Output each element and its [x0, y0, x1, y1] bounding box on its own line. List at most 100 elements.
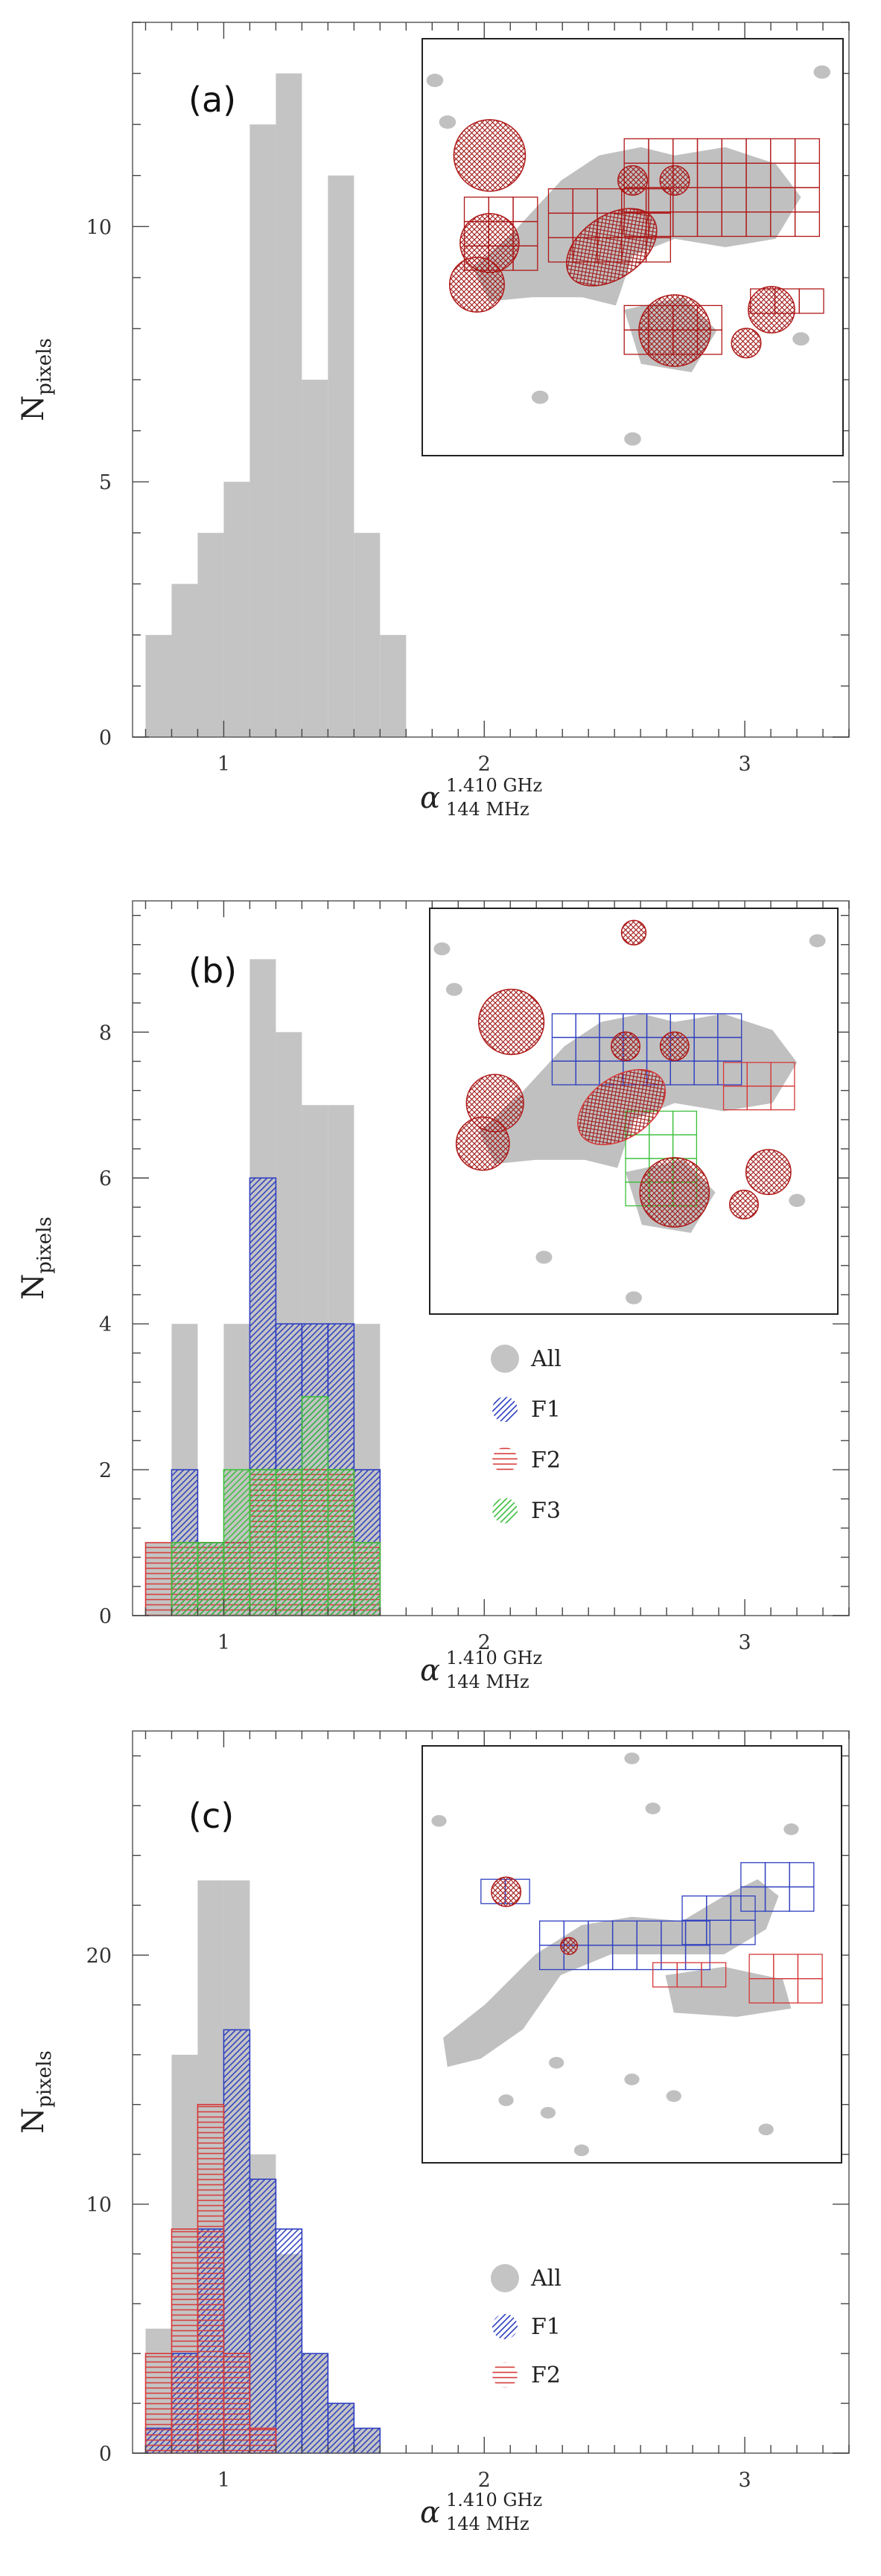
x-tick-label: 2 [478, 2469, 491, 2492]
y-tick-label: 2 [99, 1459, 112, 1482]
x-tick-label: 3 [738, 2469, 751, 2492]
bar-f2 [171, 2228, 199, 2454]
radio-emission-spot [439, 115, 457, 129]
bar-all [354, 532, 381, 737]
x-axis-title-sub: 144 MHz [446, 799, 529, 820]
region-circle [729, 1189, 759, 1220]
pixel-grid-box [701, 1962, 727, 1988]
x-axis-title-sub: 144 MHz [446, 2513, 529, 2534]
histogram-panel-a: 1 2 3 0 5 10 Npixels α 1.410 GHz 144 MHz (a) [16, 22, 850, 820]
x-axis-title: α [420, 781, 440, 815]
pixel-grid-box [789, 1886, 815, 1912]
y-tick-label: 0 [99, 727, 112, 750]
legend-label-all: All [530, 2266, 562, 2292]
region-circle [659, 165, 690, 196]
legend-label-f2: F2 [531, 2362, 561, 2388]
radio-emission-blob [443, 1879, 779, 2068]
radio-emission-spot [624, 432, 641, 446]
radio-emission-spot [626, 1291, 642, 1304]
region-circle [731, 328, 762, 359]
region-circle [620, 919, 647, 946]
region-circle [617, 165, 649, 196]
x-axis-title-sup: 1.410 GHz [446, 1648, 542, 1668]
pixel-grid-box [717, 1060, 742, 1085]
region-circle [639, 1157, 710, 1228]
legend-label-all: All [530, 1346, 562, 1372]
region-ellipse [565, 208, 658, 287]
legend-swatch-f1 [492, 2314, 518, 2339]
bar-all [223, 482, 250, 737]
bar-f3 [171, 1542, 199, 1616]
bar-all [171, 584, 198, 737]
y-axis-title: Npixels [16, 338, 56, 421]
bar-f1 [249, 2178, 277, 2454]
radio-emission-spot [624, 1752, 640, 1764]
pixel-grid-box [770, 1085, 795, 1111]
region-circle [453, 119, 527, 192]
inset-map [422, 38, 844, 456]
x-axis-title: α [420, 2496, 440, 2530]
bar-all [302, 380, 328, 737]
y-tick-label: 6 [99, 1167, 112, 1190]
region-circle [560, 1936, 579, 1955]
bar-f3 [353, 1542, 381, 1616]
legend-swatch-f2 [492, 2362, 518, 2388]
region-circle [611, 1031, 640, 1062]
pixel-grid-box [797, 1978, 823, 2003]
legend-label-f1: F1 [531, 1397, 561, 1423]
pixel-grid-box [798, 288, 824, 314]
legend-swatch-f3 [492, 1498, 518, 1523]
region-ellipse [577, 1068, 667, 1146]
legend-swatch-all [491, 1345, 519, 1373]
y-axis-title: Npixels [16, 1217, 56, 1300]
bar-all [328, 175, 354, 737]
radio-emission-spot [431, 1814, 447, 1827]
region-circle [659, 1031, 690, 1062]
x-axis-title-sub: 144 MHz [446, 1671, 529, 1692]
pixel-grid-box [730, 1919, 756, 1945]
radio-emission-spot [531, 390, 549, 404]
inset-map [429, 908, 839, 1315]
region-circle [491, 1876, 522, 1907]
panel-label: (c) [188, 1796, 234, 1836]
bar-f1 [353, 2427, 381, 2454]
legend-swatch-f2 [492, 1447, 518, 1473]
y-tick-label: 0 [99, 1605, 112, 1628]
bar-all [145, 634, 172, 737]
radio-emission-spot [813, 65, 831, 79]
bar-all [197, 532, 224, 737]
x-axis-title: α [420, 1654, 440, 1688]
legend-swatch-all [491, 2264, 519, 2292]
series-f2 [144, 2103, 277, 2454]
radio-emission-spot [535, 1250, 553, 1264]
radio-emission-spot [426, 74, 444, 87]
bar-f1 [327, 2403, 355, 2454]
radio-emission-spot [624, 2073, 640, 2085]
radio-emission-blob [665, 1966, 792, 2017]
x-tick-label: 1 [217, 753, 230, 776]
region-circle [455, 1116, 510, 1171]
radio-emission-spot [666, 2090, 681, 2102]
legend-label-f2: F2 [531, 1447, 561, 1473]
bar-f3 [301, 1396, 329, 1616]
inset-map [422, 1745, 842, 2164]
radio-emission-spot [792, 332, 810, 346]
radio-emission-spot [498, 2094, 514, 2106]
bar-all [249, 124, 276, 738]
bar-f2 [144, 1542, 173, 1616]
bar-all [380, 634, 407, 737]
x-tick-label: 2 [478, 753, 491, 776]
radio-emission-spot [433, 942, 451, 956]
bar-f3 [327, 1469, 355, 1616]
panel-label: (a) [188, 80, 236, 120]
bar-f1 [301, 2353, 329, 2454]
histogram-panel-c: 1 2 3 0 10 20 Npixels α 1.410 GHz 144 MHz (c) All F1… [16, 1730, 850, 2534]
region-circle [448, 256, 505, 313]
bar-f3 [249, 1469, 277, 1616]
bar-all [276, 73, 302, 738]
radio-emission-spot [783, 1823, 799, 1835]
pixel-grid-box [794, 211, 821, 237]
x-tick-label: 3 [738, 753, 751, 776]
y-tick-label: 10 [86, 2194, 112, 2217]
radio-emission-spot [758, 2123, 774, 2136]
